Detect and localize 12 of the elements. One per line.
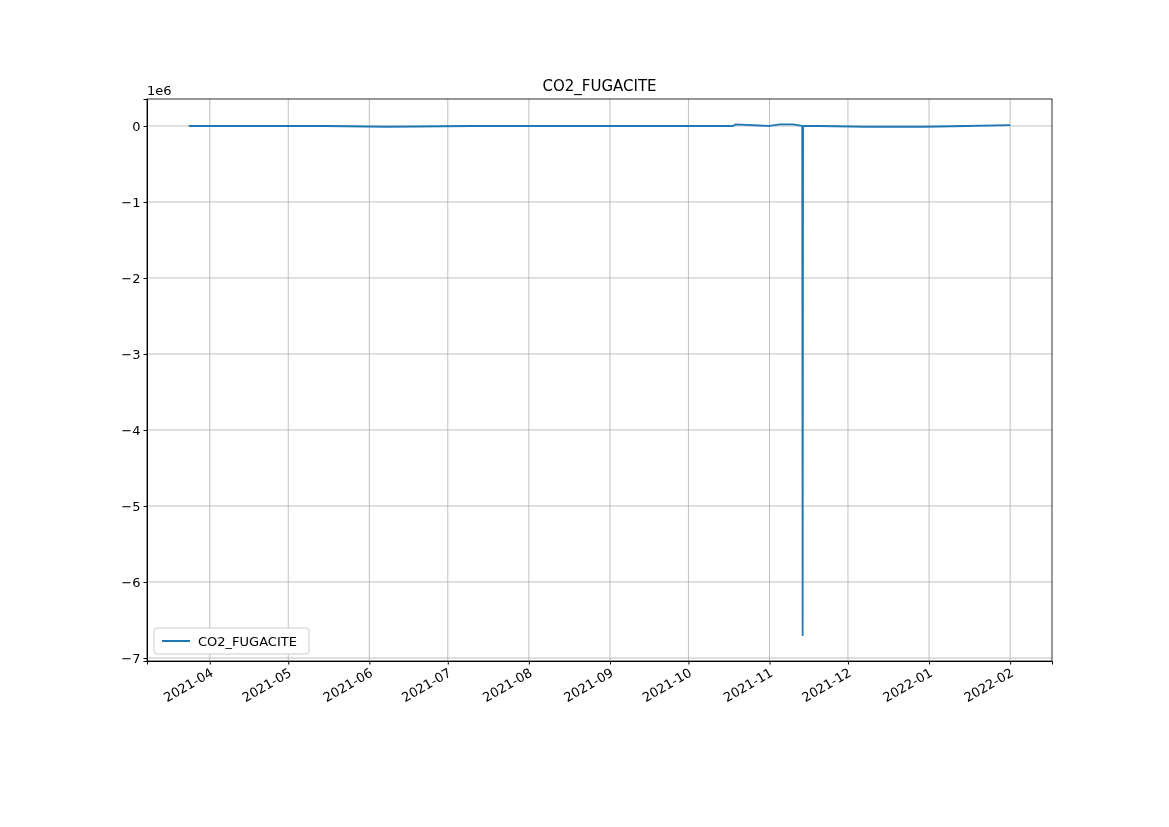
y-tick-label: −6: [121, 574, 141, 590]
y-tick-label: −2: [121, 270, 141, 286]
y-tick-label: −4: [121, 422, 141, 438]
y-tick-label: −5: [121, 498, 141, 514]
line-series: [187, 123, 1012, 637]
y-tick-label: 0: [132, 118, 141, 134]
y-tick-label: −3: [121, 346, 141, 362]
y-tick-label: −7: [121, 650, 141, 666]
text: 1e6: [147, 83, 172, 98]
chart-title: CO2_FUGACITE: [542, 77, 657, 96]
legend-label: CO2_FUGACITE: [198, 634, 297, 649]
y-tick-label: −1: [121, 194, 141, 210]
